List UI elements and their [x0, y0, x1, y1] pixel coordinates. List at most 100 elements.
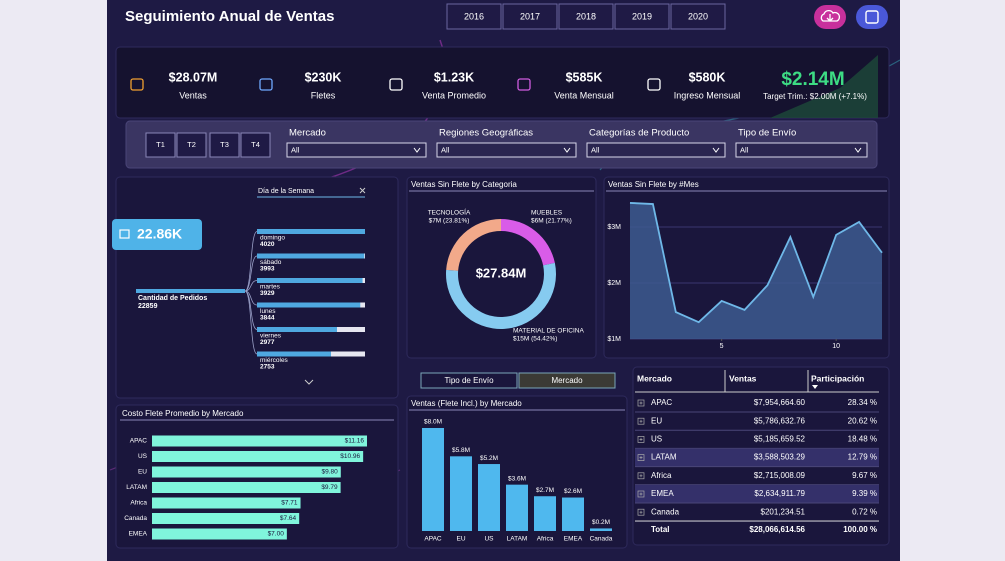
expand-plus [639, 510, 643, 514]
dropdown-value[interactable]: All [291, 145, 300, 154]
branch-value: 4020 [260, 241, 275, 248]
column-header[interactable]: Mercado [637, 373, 672, 383]
column-header[interactable]: Ventas [729, 373, 757, 383]
dropdown[interactable] [286, 142, 427, 158]
dropdown[interactable] [586, 142, 726, 158]
bar[interactable] [257, 253, 365, 259]
bar[interactable] [257, 278, 363, 283]
quarter-label[interactable]: T2 [187, 140, 196, 149]
branch-value: 2977 [260, 339, 275, 346]
slice-label: MATERIAL DE OFICINA [513, 328, 584, 335]
bar[interactable] [152, 528, 287, 540]
pie-slice[interactable] [445, 262, 556, 330]
linkedin-button[interactable] [856, 5, 888, 29]
slice-value: $6M (21.77%) [531, 218, 572, 225]
table-cell: $5,786,632.76 [754, 416, 806, 425]
year-label[interactable]: 2020 [688, 11, 708, 21]
quarter-label[interactable]: T4 [251, 140, 260, 149]
close-icon[interactable] [359, 187, 366, 194]
dropdown-value[interactable]: All [740, 145, 749, 154]
quarter-button[interactable] [176, 132, 207, 158]
toggle-label[interactable]: Tipo de Envío [444, 376, 494, 385]
pie-slice[interactable] [501, 219, 555, 266]
y-category-label: EMEA [129, 531, 148, 538]
year-button[interactable] [446, 3, 502, 30]
bar[interactable] [152, 466, 341, 478]
linkedin-icon [865, 10, 879, 24]
bar[interactable] [422, 428, 444, 531]
expand-icon[interactable] [637, 417, 645, 425]
year-label[interactable]: 2018 [576, 11, 596, 21]
bar[interactable] [257, 327, 337, 332]
branch-label: domingo [260, 235, 285, 242]
quarter-button[interactable] [145, 132, 176, 158]
year-label[interactable]: 2019 [632, 11, 652, 21]
expand-icon[interactable] [637, 454, 645, 461]
bar[interactable] [562, 497, 584, 531]
dropdown-value[interactable]: All [591, 145, 600, 154]
bar[interactable] [152, 513, 300, 524]
bar[interactable] [590, 528, 612, 531]
value-label: $11.16 [345, 438, 365, 445]
page-title: Seguimiento Anual de Ventas [125, 8, 335, 25]
year-button[interactable] [502, 3, 558, 30]
expand-chevron[interactable] [304, 379, 314, 385]
bar[interactable] [152, 435, 367, 447]
dropdown-arrow [712, 147, 720, 153]
bar[interactable] [450, 456, 472, 531]
dropdown-value[interactable]: All [441, 145, 450, 154]
branch-value: 3993 [260, 266, 275, 273]
kpi-label: Venta Promedio [422, 90, 486, 100]
dropdown[interactable] [735, 142, 868, 158]
year-label[interactable]: 2017 [520, 11, 540, 21]
branch-label: viernes [260, 333, 282, 340]
dropdown[interactable] [436, 142, 577, 158]
bar[interactable] [534, 496, 556, 531]
bar[interactable] [478, 464, 500, 531]
row-highlight [635, 448, 879, 467]
expand-icon[interactable] [637, 436, 645, 443]
root-bar [136, 289, 245, 293]
slice-label: MUEBLES [531, 210, 563, 217]
bar[interactable] [152, 497, 301, 509]
expand-icon[interactable] [637, 508, 645, 516]
value-label: $7.71 [281, 500, 298, 507]
kpi-icon [647, 78, 661, 91]
toggle-label[interactable]: Mercado [551, 376, 583, 385]
quarter-button[interactable] [240, 132, 271, 158]
quarter-button[interactable] [209, 132, 240, 158]
bar[interactable] [152, 482, 341, 493]
filter-label: Categorías de Producto [589, 128, 689, 139]
expand-icon[interactable] [637, 490, 645, 498]
count-card-value: 22.86K [137, 226, 182, 242]
quarter-label[interactable]: T1 [156, 140, 165, 149]
toggle-button[interactable] [518, 372, 616, 389]
y-category-label: APAC [130, 438, 148, 445]
table-cell: $2,634,911.79 [754, 489, 805, 498]
column-header[interactable]: Participación [811, 373, 864, 383]
expand-icon[interactable] [637, 472, 645, 480]
bar[interactable] [257, 302, 361, 308]
dropdown-arrow [563, 147, 571, 153]
toggle-button[interactable] [420, 372, 518, 389]
year-button[interactable] [670, 3, 726, 30]
panel [115, 176, 399, 399]
year-label[interactable]: 2016 [464, 11, 484, 21]
value-label: $2.6M [564, 488, 582, 495]
dropdown-arrow [413, 147, 421, 153]
year-button[interactable] [614, 3, 670, 30]
x-category-label: EU [456, 536, 465, 543]
area-line [629, 202, 883, 324]
bar[interactable] [257, 229, 365, 234]
year-button[interactable] [558, 3, 614, 30]
y-tick-label: $3M [607, 224, 621, 231]
bar[interactable] [152, 451, 364, 462]
chart-title: Ventas Sin Flete by #Mes [608, 180, 699, 189]
expand-icon[interactable] [637, 399, 645, 407]
bar[interactable] [506, 484, 528, 531]
quarter-label[interactable]: T3 [220, 140, 229, 149]
expand-plus [639, 419, 643, 423]
bar[interactable] [257, 351, 331, 357]
pie-slice[interactable] [446, 219, 501, 271]
